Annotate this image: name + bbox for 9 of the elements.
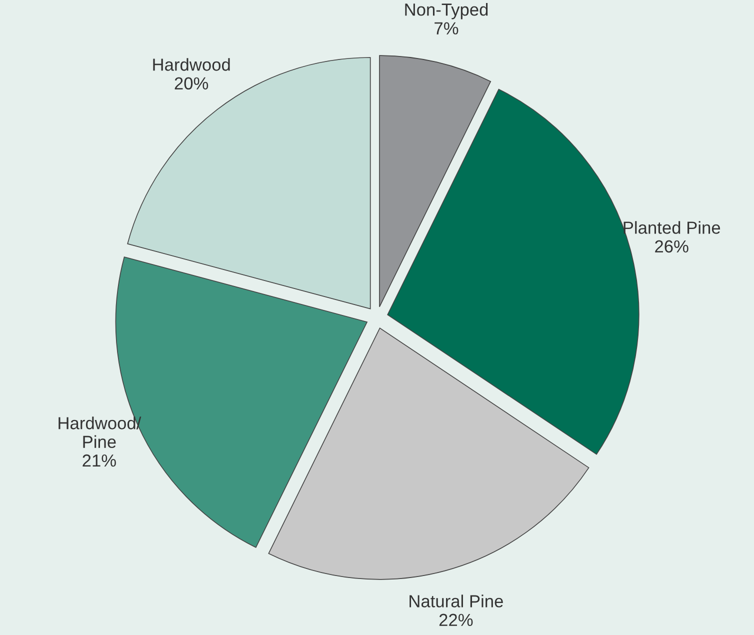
data-label: 7% (434, 22, 458, 34)
slice-label: Planted Pine (624, 221, 720, 234)
slice-label: Hardwood (153, 58, 230, 71)
slice-label: Non-Typed (405, 3, 488, 20)
data-label: 26% (655, 240, 688, 253)
data-label: 21% (82, 454, 116, 467)
data-label: 22% (439, 614, 473, 626)
slice-label: Natural Pine (410, 594, 503, 608)
data-label: 20% (174, 77, 208, 90)
